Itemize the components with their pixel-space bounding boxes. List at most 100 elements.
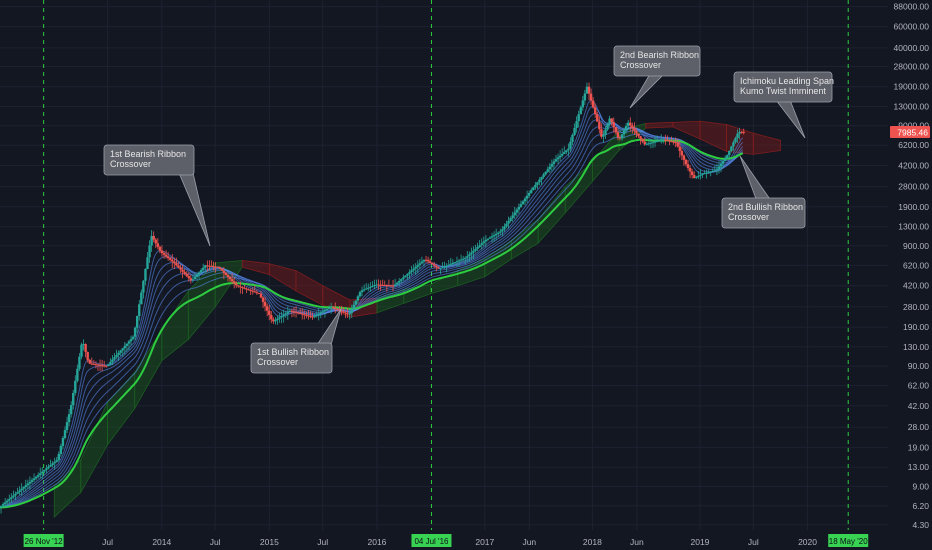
x-tick-label: 2014 (152, 537, 171, 547)
candle-body (268, 310, 271, 316)
time-axis-background (0, 530, 932, 550)
candle-body (707, 172, 710, 174)
y-tick-label: 130.00 (903, 342, 929, 352)
candle-body (331, 307, 335, 309)
candle-body (189, 278, 193, 281)
cloud-segment (645, 121, 674, 129)
candle-body (364, 288, 368, 290)
candle-body (676, 142, 679, 147)
candle-body (12, 495, 15, 498)
candle-body (618, 137, 622, 139)
candle-body (1, 504, 5, 506)
x-tick-label: 2020 (798, 537, 817, 547)
candle-body (26, 483, 30, 486)
candle-body (3, 502, 7, 505)
candle-body (329, 307, 333, 309)
candle-body (344, 312, 347, 314)
candle-body (362, 289, 366, 291)
price-axis[interactable]: 88000.00 60000.00 40000.00 28000.00 19000.00… (888, 0, 932, 550)
candle-body (199, 270, 203, 273)
candle-body (135, 315, 139, 328)
cloud-segment (752, 132, 781, 155)
candle-body (138, 304, 141, 316)
candle-body (181, 269, 184, 272)
candle-body (98, 364, 102, 366)
candle-body (670, 141, 673, 143)
candle-body (664, 139, 667, 141)
candle-body (253, 291, 256, 293)
candle-body (142, 280, 145, 293)
candle-body (544, 171, 547, 175)
candle-body (243, 287, 246, 289)
candle-body (598, 121, 601, 130)
candle-body (131, 336, 135, 340)
candle-body (146, 257, 149, 269)
candle-body (728, 150, 731, 156)
current-price-label: 7985.46 (897, 127, 928, 137)
candle-body (560, 153, 564, 156)
candle-body (662, 139, 665, 141)
candle-body (488, 237, 492, 239)
candle-body (360, 290, 364, 293)
candle-body (53, 461, 56, 464)
candle-body (542, 174, 545, 178)
candle-body (51, 463, 54, 466)
candle-body (519, 204, 523, 207)
candle-body (334, 307, 337, 309)
candle-body (111, 359, 114, 362)
candle-body (107, 364, 110, 367)
candle-body (591, 100, 595, 108)
candle-body (589, 93, 593, 101)
candle-body (540, 177, 543, 180)
candle-body (596, 114, 599, 122)
candle-body (740, 131, 743, 133)
candle-body (736, 133, 739, 138)
callout-box (103, 144, 195, 176)
candle-body (695, 176, 698, 178)
candle-body (144, 268, 147, 281)
candle-body (22, 486, 25, 489)
x-tick-label: Jul (317, 537, 328, 547)
candle-body (309, 315, 312, 317)
candle-body (688, 168, 692, 172)
candle-body (548, 166, 552, 170)
candlesticks (0, 82, 745, 514)
candle-body (513, 212, 516, 216)
candle-body (672, 141, 675, 143)
candle-body (734, 137, 737, 143)
candle-body (177, 265, 180, 268)
callout-text: Crossover (257, 357, 298, 367)
candle-body (680, 150, 684, 156)
candle-body (154, 239, 157, 244)
candle-body (538, 179, 541, 183)
time-axis[interactable]: Jul 2014 Jul 2015 Jul 2016 2017 Jun 2018 Jun 2019 J… (0, 530, 932, 550)
candle-body (16, 492, 19, 494)
candle-body (637, 133, 640, 137)
y-tick-label: 42.00 (908, 401, 930, 411)
candle-body (480, 243, 483, 246)
candle-body (546, 169, 549, 172)
candle-body (668, 140, 671, 142)
price-axis-background (888, 0, 932, 550)
ribbon-line (0, 100, 744, 508)
candle-body (511, 215, 514, 219)
candle-body (577, 114, 580, 122)
candle-body (193, 276, 197, 280)
candle-body (530, 190, 533, 193)
candle-body (24, 485, 27, 487)
candle-body (49, 465, 52, 467)
y-tick-label: 13000.00 (894, 102, 930, 112)
candle-body (503, 226, 506, 230)
halving-date-label: 26 Nov '12 (25, 537, 64, 546)
candle-body (693, 175, 696, 178)
candle-body (340, 310, 343, 312)
y-tick-label: 620.00 (903, 260, 929, 270)
candle-body (350, 308, 353, 314)
y-tick-label: 4.30 (912, 520, 929, 530)
candle-body (627, 122, 630, 126)
candle-body (402, 277, 405, 280)
candle-body (600, 129, 603, 137)
candle-body (47, 466, 50, 469)
